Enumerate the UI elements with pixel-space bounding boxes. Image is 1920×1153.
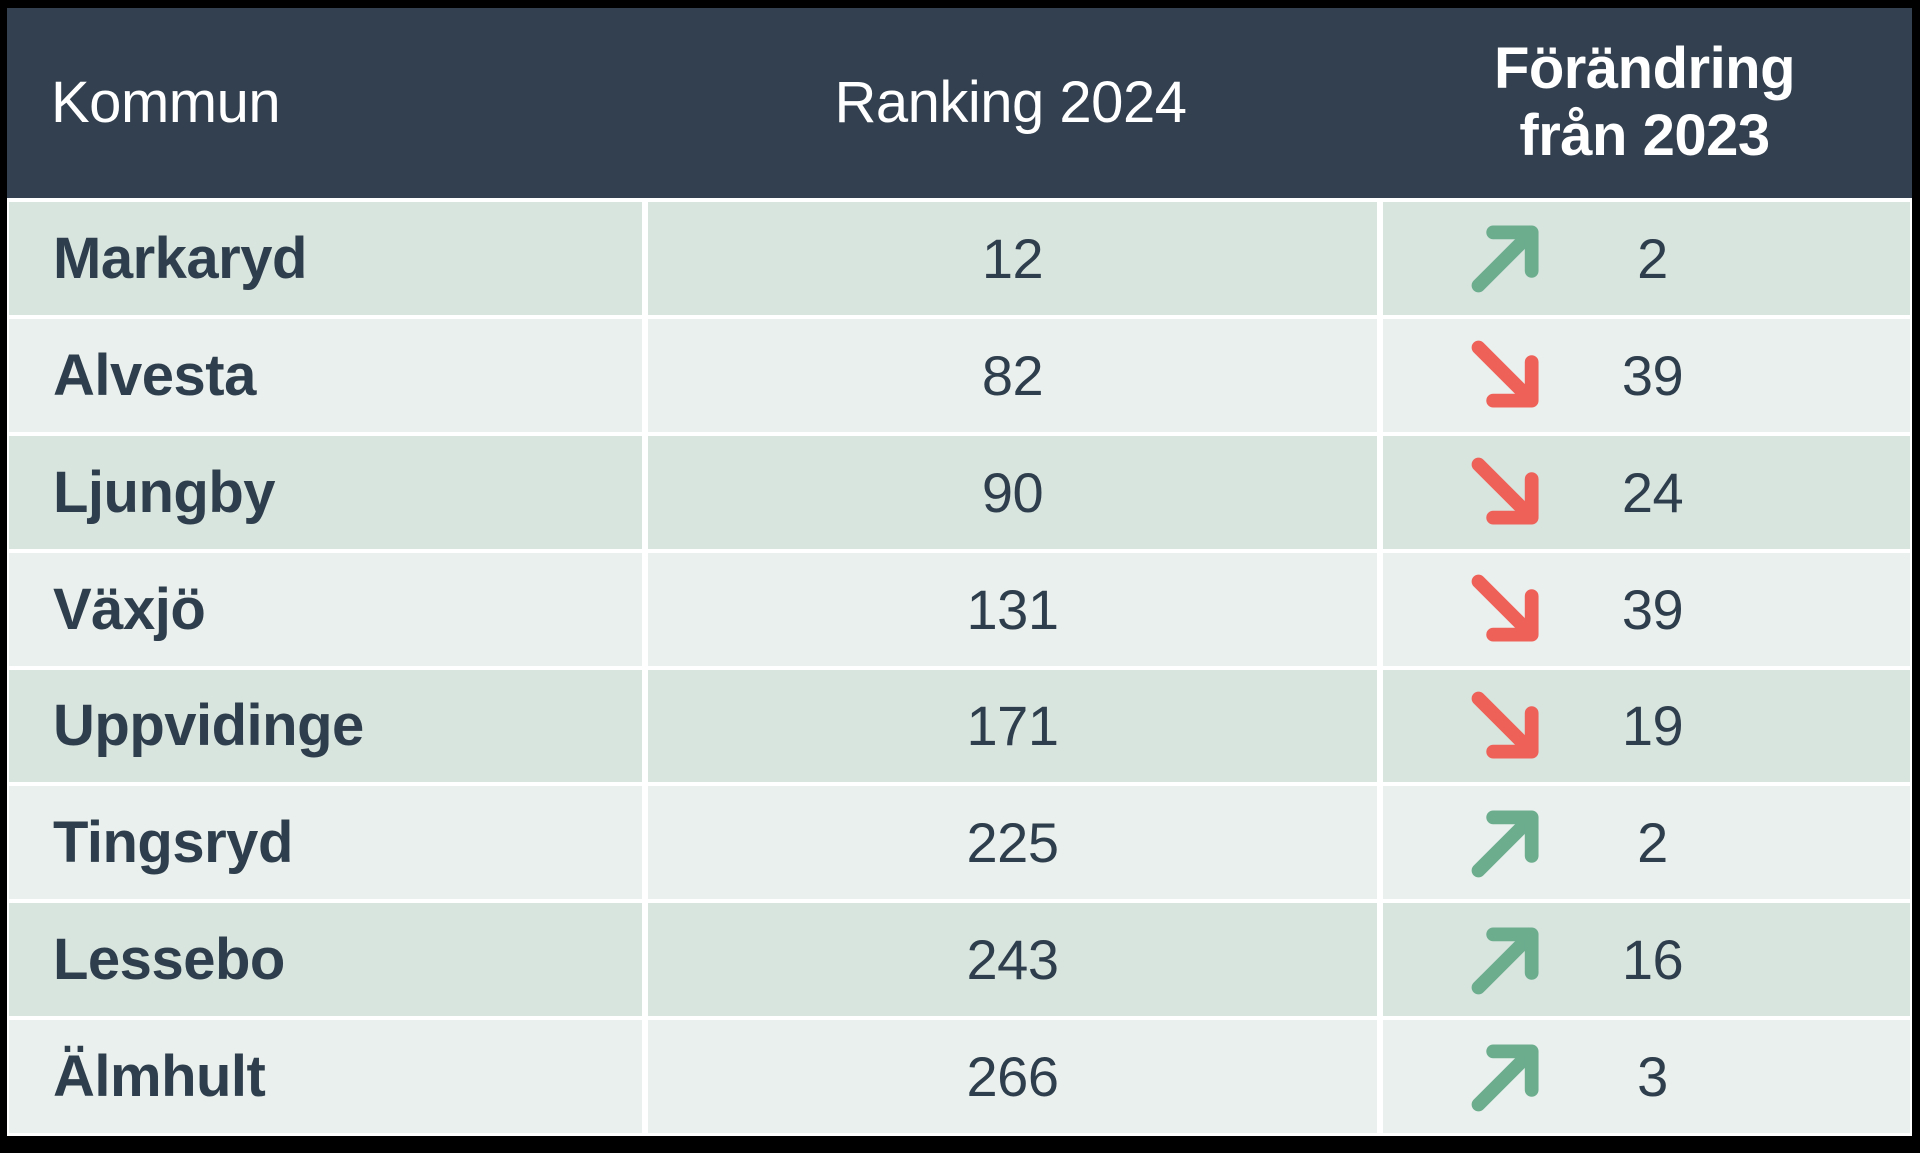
kommun-cell: Älmhult xyxy=(9,1020,642,1133)
change-indicator: 2 xyxy=(1462,799,1712,887)
ranking-cell: 225 xyxy=(648,786,1377,900)
ranking-cell: 82 xyxy=(648,318,1377,432)
change-indicator: 3 xyxy=(1462,1033,1712,1121)
change-indicator: 24 xyxy=(1462,448,1712,536)
change-indicator: 39 xyxy=(1462,331,1712,419)
kommun-cell: Uppvidinge xyxy=(9,669,642,783)
ranking-cell: 266 xyxy=(648,1020,1377,1133)
kommun-cell: Lessebo xyxy=(9,903,642,1017)
change-cell: 3 xyxy=(1383,1020,1910,1133)
ranking-cell: 171 xyxy=(648,669,1377,783)
ranking-cell: 90 xyxy=(648,435,1377,549)
change-value: 39 xyxy=(1621,343,1684,407)
header-ranking-2024: Ranking 2024 xyxy=(834,69,1187,135)
table-row: Älmhult 266 3 xyxy=(9,1020,1910,1133)
change-value: 2 xyxy=(1637,811,1668,875)
trend-up-icon xyxy=(1471,810,1539,878)
change-value: 3 xyxy=(1637,1045,1668,1109)
change-value: 19 xyxy=(1621,694,1684,758)
ranking-cell: 243 xyxy=(648,903,1377,1017)
header-change-line1: Förändring xyxy=(1493,36,1796,102)
table-row: Ljungby 90 24 xyxy=(9,435,1910,549)
table-row: Markaryd 12 2 xyxy=(9,202,1910,315)
table-header: Kommun Ranking 2024 Förändring från 2023 xyxy=(7,8,1912,198)
kommun-cell: Markaryd xyxy=(9,202,642,315)
change-indicator: 2 xyxy=(1462,214,1712,302)
trend-up-icon xyxy=(1471,1044,1539,1111)
header-change-from-2023: Förändring från 2023 xyxy=(1377,36,1912,169)
kommun-cell: Ljungby xyxy=(9,435,642,549)
change-value: 2 xyxy=(1637,226,1668,290)
change-indicator: 19 xyxy=(1462,682,1712,770)
header-change-line2: från 2023 xyxy=(1519,103,1770,168)
table-row: Lessebo 243 16 xyxy=(9,903,1910,1017)
trend-down-icon xyxy=(1471,574,1539,642)
ranking-cell: 12 xyxy=(648,202,1377,315)
change-cell: 2 xyxy=(1383,202,1910,315)
trend-down-icon xyxy=(1471,457,1539,525)
change-cell: 39 xyxy=(1383,318,1910,432)
kommun-cell: Växjö xyxy=(9,552,642,666)
kommun-cell: Alvesta xyxy=(9,318,642,432)
change-cell: 24 xyxy=(1383,435,1910,549)
kommun-cell: Tingsryd xyxy=(9,786,642,900)
change-value: 16 xyxy=(1621,928,1684,992)
change-indicator: 16 xyxy=(1462,916,1712,1004)
trend-up-icon xyxy=(1471,225,1539,293)
trend-down-icon xyxy=(1471,691,1539,759)
change-cell: 2 xyxy=(1383,786,1910,900)
table-row: Alvesta 82 39 xyxy=(9,318,1910,432)
change-indicator: 39 xyxy=(1462,565,1712,653)
change-cell: 16 xyxy=(1383,903,1910,1017)
table-body: Markaryd 12 2 Alvesta 82 39 xyxy=(7,198,1912,1136)
header-kommun: Kommun xyxy=(51,69,281,135)
change-cell: 39 xyxy=(1383,552,1910,666)
table-row: Tingsryd 225 2 xyxy=(9,786,1910,900)
ranking-cell: 131 xyxy=(648,552,1377,666)
change-value: 39 xyxy=(1621,577,1684,641)
trend-down-icon xyxy=(1471,340,1539,408)
change-value: 24 xyxy=(1621,460,1684,524)
table-row: Uppvidinge 171 19 xyxy=(9,669,1910,783)
table-row: Växjö 131 39 xyxy=(9,552,1910,666)
change-cell: 19 xyxy=(1383,669,1910,783)
trend-up-icon xyxy=(1471,927,1539,995)
